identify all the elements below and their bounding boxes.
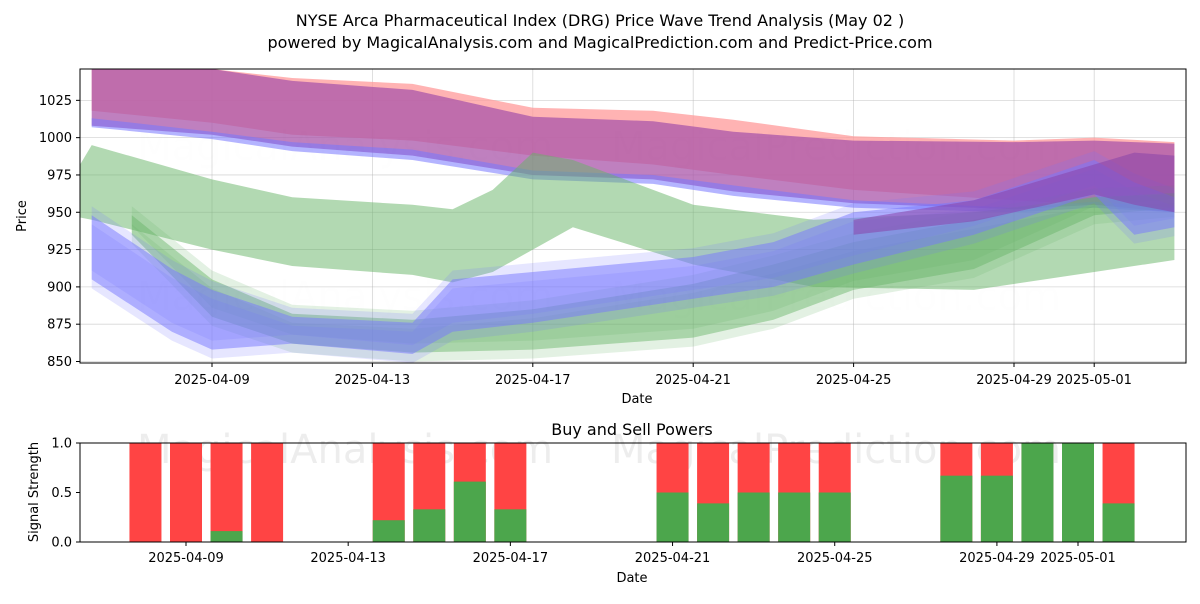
buy-bar-2025-04-15: [413, 509, 446, 542]
price-y-label: Price: [15, 200, 30, 232]
signal-xtick-label-2025-04-21: 2025-04-21: [635, 551, 711, 566]
price-ytick-label-1025: 1025: [39, 94, 72, 109]
price-x-label: Date: [621, 392, 652, 407]
buy-bar-2025-04-22: [697, 503, 730, 542]
price-watermark-0: MagicalAnalysis.com: [137, 124, 553, 170]
price-ytick-label-1000: 1000: [39, 131, 72, 146]
buy-bar-2025-04-28: [940, 475, 973, 542]
buy-bar-2025-04-29: [980, 475, 1013, 542]
price-xtick-label-2025-04-29: 2025-04-29: [976, 373, 1052, 388]
signal-ytick-label-0.0: 0.0: [51, 536, 72, 551]
buy-bar-2025-04-23: [737, 492, 770, 542]
price-ytick-label-900: 900: [47, 280, 72, 295]
price-band-purple-tail-wave: [853, 152, 1175, 235]
buy-bar-2025-04-24: [778, 492, 811, 542]
price-y-ticks: 850 875 900 925 950 975 1000 1025: [39, 94, 80, 370]
price-band-blue-lower-wave-echo-1: [91, 151, 1175, 346]
price-xtick-label-2025-05-01: 2025-05-01: [1056, 373, 1132, 388]
price-bands: [80, 69, 1175, 363]
signal-y-label: Signal Strength: [27, 442, 42, 542]
price-ytick-label-850: 850: [47, 355, 72, 370]
sell-bar-2025-04-09: [170, 443, 202, 542]
signal-y-ticks: 0.0 0.5 1.0: [51, 437, 80, 551]
signal-ytick-label-1.0: 1.0: [51, 437, 72, 452]
buy-bar-2025-04-16: [453, 481, 486, 542]
price-watermark-3: MagicalPrediction.com: [611, 274, 1061, 320]
buy-bar-2025-04-17: [494, 509, 527, 542]
price-plot: MagicalAnalysis.com MagicalPrediction.com…: [15, 68, 1187, 407]
signal-bars: [129, 443, 1135, 542]
price-xtick-label-2025-04-09: 2025-04-09: [174, 373, 250, 388]
sell-bar-2025-04-08: [129, 443, 162, 542]
signal-plot: Buy and Sell Powers MagicalAnalysis.comM…: [27, 420, 1187, 586]
signal-xtick-label-2025-04-17: 2025-04-17: [473, 551, 549, 566]
price-ytick-label-875: 875: [47, 318, 72, 333]
price-ytick-label-975: 975: [47, 168, 72, 183]
price-x-ticks: 2025-04-09 2025-04-13 2025-04-17 2025-04-21…: [174, 363, 1132, 388]
buy-bar-2025-05-01: [1062, 443, 1094, 542]
buy-bar-2025-04-10: [210, 531, 243, 542]
price-band-green-upper-wave: [80, 145, 1175, 290]
buy-bar-2025-04-30: [1021, 443, 1054, 542]
price-watermark-1: MagicalPrediction.com: [611, 124, 1061, 170]
price-band-purple-band: [91, 69, 1175, 213]
price-plot-frame: [79, 68, 1187, 364]
signal-xtick-label-2025-05-01: 2025-05-01: [1040, 551, 1116, 566]
price-xtick-label-2025-04-21: 2025-04-21: [655, 373, 731, 388]
chart-title-line2: powered by MagicalAnalysis.com and Magic…: [267, 33, 932, 52]
sell-bar-2025-04-10: [210, 443, 243, 542]
signal-xtick-label-2025-04-13: 2025-04-13: [310, 551, 386, 566]
price-ytick-label-925: 925: [47, 243, 72, 258]
signal-xtick-label-2025-04-09: 2025-04-09: [148, 551, 224, 566]
price-xtick-label-2025-04-25: 2025-04-25: [816, 373, 892, 388]
signal-x-label: Date: [616, 571, 647, 586]
signal-xtick-label-2025-04-25: 2025-04-25: [797, 551, 873, 566]
signal-ytick-label-0.5: 0.5: [51, 486, 72, 501]
buy-bar-2025-04-14: [372, 520, 405, 542]
price-watermark-2: MagicalAnalysis.com: [137, 274, 553, 320]
price-xtick-label-2025-04-13: 2025-04-13: [335, 373, 411, 388]
price-xtick-label-2025-04-17: 2025-04-17: [495, 373, 571, 388]
buy-bar-2025-04-21: [656, 492, 689, 542]
price-ytick-label-950: 950: [47, 206, 72, 221]
chart-title-line1: NYSE Arca Pharmaceutical Index (DRG) Pri…: [296, 11, 905, 30]
signal-x-ticks: 2025-04-09 2025-04-13 2025-04-17 2025-04-21…: [148, 542, 1116, 566]
buy-bar-2025-04-25: [818, 492, 851, 542]
buy-bar-2025-05-02: [1102, 503, 1135, 542]
price-band-blue-lower-wave: [91, 160, 1175, 354]
signal-xtick-label-2025-04-29: 2025-04-29: [959, 551, 1035, 566]
signal-title: Buy and Sell Powers: [551, 420, 713, 439]
sell-bar-2025-04-11: [251, 443, 284, 542]
